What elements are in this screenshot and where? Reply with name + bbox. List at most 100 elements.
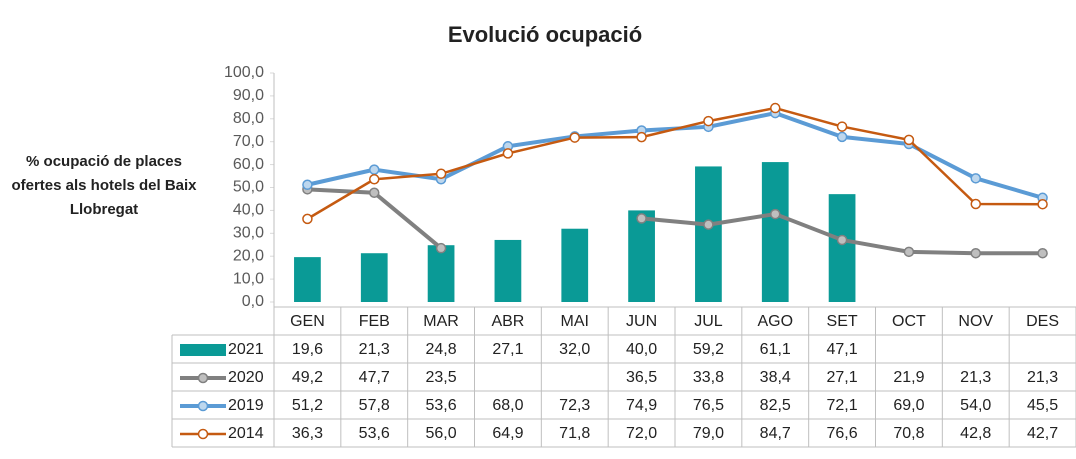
table-value: 53,6 [426,397,457,414]
table-value: 72,0 [626,425,657,442]
x-tick-label: OCT [892,313,926,330]
table-value: 54,0 [960,397,991,414]
line-marker [369,164,380,175]
line-marker [903,134,915,146]
line-marker [836,234,848,246]
table-value: 72,1 [827,397,858,414]
line-marker [903,246,915,258]
bar [561,228,589,302]
table-value: 74,9 [626,397,657,414]
table-value: 56,0 [426,425,457,442]
table-value: 33,8 [693,369,724,386]
table-value: 27,1 [827,369,858,386]
y-tick-label: 70,0 [233,133,264,150]
table-value: 70,8 [893,425,924,442]
bar [494,239,522,302]
legend-label: 2021 [228,341,264,358]
line-marker [703,115,714,127]
line-marker [836,131,848,143]
x-tick-label: MAI [561,313,589,330]
line-marker [970,247,981,259]
table-value: 36,5 [626,369,657,386]
table-value: 27,1 [492,341,523,358]
line-marker [770,208,781,220]
table-value: 32,0 [559,341,590,358]
line-marker [502,148,514,159]
table-value: 42,7 [1027,425,1058,442]
line-marker [435,168,447,180]
bar [695,166,722,302]
table-value: 76,6 [827,425,858,442]
x-tick-label: FEB [359,313,390,330]
table-value: 84,7 [760,425,791,442]
table-value: 47,1 [827,341,858,358]
table-value: 71,8 [559,425,590,442]
line-marker [970,198,981,210]
line-marker [435,242,447,254]
table-value: 38,4 [760,369,791,386]
table-value: 49,2 [292,369,323,386]
table-value: 36,3 [292,425,323,442]
table-value: 42,8 [960,425,991,442]
table-value: 21,3 [359,341,390,358]
legend-label: 2020 [228,369,264,386]
table-value: 79,0 [693,425,724,442]
line-marker [770,102,781,114]
y-tick-label: 100,0 [224,64,264,81]
y-tick-label: 0,0 [242,293,264,310]
legend-key [180,344,226,356]
line-marker [970,173,981,184]
table-value: 45,5 [1027,397,1058,414]
series-line [306,111,1044,200]
table-value: 72,3 [559,397,590,414]
x-tick-label: SET [827,313,858,330]
legend-label: 2019 [228,397,264,414]
table-value: 69,0 [893,397,924,414]
y-tick-label: 80,0 [233,110,264,127]
x-tick-label: MAR [423,313,459,330]
series-line [306,106,1043,220]
y-axis-label: % ocupació de places ofertes als hotels … [11,153,197,218]
x-tick-label: NOV [958,313,993,330]
table-value: 82,5 [760,397,791,414]
table-value: 76,5 [693,397,724,414]
line-marker [569,132,580,143]
y-tick-label: 50,0 [233,179,264,196]
x-tick-label: JUN [626,313,657,330]
table-value: 53,6 [359,425,390,442]
y-tick-label: 30,0 [233,225,264,242]
table-value: 68,0 [492,397,523,414]
y-tick-label: 90,0 [233,87,264,104]
table-value: 51,2 [292,397,323,414]
table-value: 61,1 [760,341,791,358]
table-value: 64,9 [492,425,523,442]
line-marker [369,187,380,199]
x-tick-label: AGO [757,313,793,330]
bar [828,194,856,302]
bar [294,257,321,302]
x-tick-label: GEN [290,313,325,330]
legend-label: 2014 [228,425,264,442]
legend-key-marker [197,428,209,440]
bar [761,162,789,302]
x-tick-label: JUL [694,313,723,330]
line-marker [1037,198,1048,210]
chart-title: Evolució ocupació [448,22,642,47]
table-value: 21,3 [1027,369,1058,386]
table-value: 23,5 [426,369,457,386]
table-value: 57,8 [359,397,390,414]
y-tick-label: 10,0 [233,270,264,287]
table-value: 40,0 [626,341,657,358]
table-value: 21,3 [960,369,991,386]
line-marker [636,131,647,143]
bar [360,253,388,302]
table-value: 24,8 [426,341,457,358]
bar [628,210,655,302]
line-marker [302,179,313,191]
x-tick-label: DES [1026,313,1059,330]
line-marker [836,121,848,132]
y-tick-label: 60,0 [233,156,264,173]
legend-key-marker [197,400,209,412]
y-tick-label: 40,0 [233,202,264,219]
